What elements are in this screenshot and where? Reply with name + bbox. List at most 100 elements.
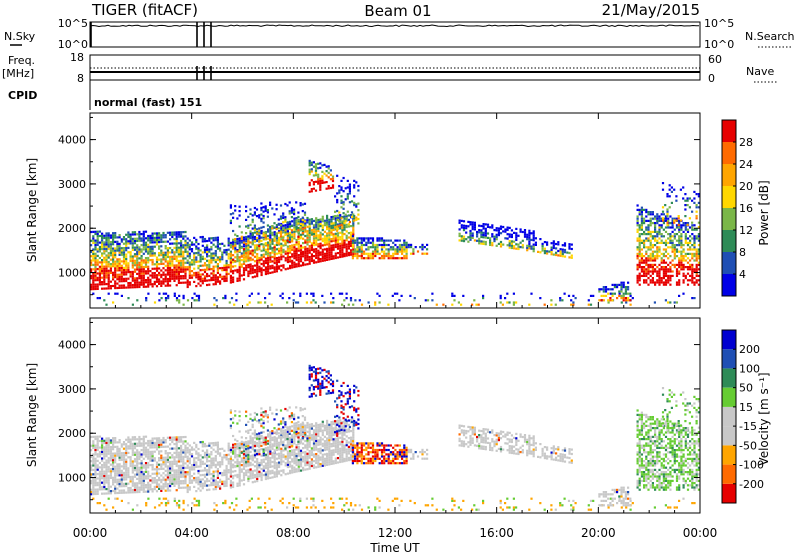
power-cell [176,284,178,286]
power-cell [149,283,151,285]
power-cell [680,229,682,231]
velocity-cell [243,461,245,463]
power-cell [676,226,678,228]
velocity-cell [141,475,143,477]
power-cell [639,277,641,279]
velocity-cell [204,485,206,487]
velocity-cell [112,468,114,470]
velocity-cell [152,490,154,492]
velocity-cell [114,485,116,487]
power-cell [136,299,138,301]
power-cell [647,229,649,231]
power-cell [553,243,555,245]
power-cell [658,277,660,279]
power-cell [254,227,256,229]
power-cell [116,247,118,249]
velocity-cell [169,463,171,465]
power-cell [684,193,686,195]
power-cell [250,268,252,270]
power-cell [112,278,114,280]
power-cell [323,301,325,303]
power-cell [302,221,304,223]
power-cell [147,246,149,248]
velocity-cell [247,480,249,482]
power-cell [566,252,568,254]
power-cell [343,224,345,226]
power-cell [627,299,629,301]
power-cell [286,204,288,206]
velocity-cell [141,473,143,475]
power-cell [228,266,230,268]
velocity-cell [236,443,238,445]
power-cell [469,239,471,241]
velocity-cell [178,454,180,456]
power-cell [287,257,289,259]
velocity-cell [154,437,156,439]
velocity-cell [103,464,105,466]
power-cell [101,277,103,279]
power-cell [182,271,184,273]
velocity-cell [197,470,199,472]
power-cell [522,240,524,242]
velocity-cell [243,479,245,481]
power-cell [381,257,383,259]
power-cell [110,285,112,287]
velocity-cell [206,480,208,482]
power-cell [562,249,564,251]
velocity-cell [145,484,147,486]
power-cell [132,258,134,260]
power-cell [353,217,355,219]
power-cell [198,297,200,299]
power-cell [665,268,667,270]
nsearch-label: N.Search [745,30,795,43]
power-cell [156,257,158,259]
power-cell [328,239,330,241]
power-cell [101,235,103,237]
power-cell [385,253,387,255]
velocity-cell [243,441,245,443]
power-cell [652,237,654,239]
power-cell [322,260,324,262]
power-cell [232,230,234,232]
power-cell [336,228,338,230]
power-cell [669,301,671,303]
velocity-cell [92,442,94,444]
velocity-cell [105,448,107,450]
velocity-cell [158,453,160,455]
velocity-cell [221,461,223,463]
velocity-cell [92,489,94,491]
power-cell [101,246,103,248]
power-cell [271,271,273,273]
velocity-cell [138,445,140,447]
power-cell [546,250,548,252]
velocity-cell [110,453,112,455]
velocity-cell [103,451,105,453]
velocity-cell [239,443,241,445]
velocity-cell [152,468,154,470]
power-cell [234,251,236,253]
velocity-cell [160,446,162,448]
power-cell [200,269,202,271]
velocity-cell [206,458,208,460]
power-cell [330,245,332,247]
power-cell [678,237,680,239]
velocity-cell [134,469,136,471]
power-cell [206,260,208,262]
velocity-cell [217,461,219,463]
power-cell [603,295,605,297]
velocity-cell [132,460,134,462]
power-cell [280,231,282,233]
power-cell [208,262,210,264]
power-cell [467,221,469,223]
power-cell [309,173,311,175]
power-cell [258,266,260,268]
power-cell [180,240,182,242]
power-cell [171,273,173,275]
power-cell [261,250,263,252]
power-cell [515,248,517,250]
power-cell [101,263,103,265]
velocity-cell [241,471,243,473]
power-cell [105,261,107,263]
velocity-cell [254,452,256,454]
power-cell [267,266,269,268]
